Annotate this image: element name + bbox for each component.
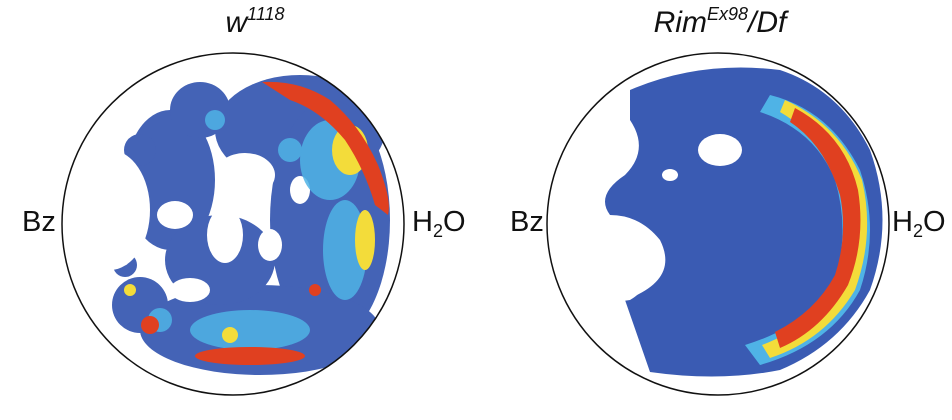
panel-title-w1118: w1118 xyxy=(205,4,305,40)
right-label-h2o-1: H2O xyxy=(412,206,466,241)
title-tail: /Df xyxy=(748,6,787,39)
empty-area xyxy=(560,100,742,310)
left-label-bz-2: Bz xyxy=(510,206,544,238)
title-base: w xyxy=(225,6,248,39)
arena-outline-rim xyxy=(546,52,890,396)
title-sup: 1118 xyxy=(247,4,285,24)
left-label-bz-1: Bz xyxy=(22,206,56,238)
low-density-area xyxy=(605,67,883,377)
heatmap-rim xyxy=(560,67,883,377)
arena-outline-w1118 xyxy=(61,52,405,396)
high-density-crescent xyxy=(775,108,861,348)
empty-area xyxy=(70,150,310,302)
high-density-area xyxy=(141,81,389,365)
panel-title-rim: RimEx98/Df xyxy=(620,4,820,40)
right-label-h2o-2: H2O xyxy=(892,206,946,241)
title-sup: Ex98 xyxy=(706,4,748,24)
title-base: Rim xyxy=(653,6,707,39)
heatmap-w1118 xyxy=(70,75,390,375)
